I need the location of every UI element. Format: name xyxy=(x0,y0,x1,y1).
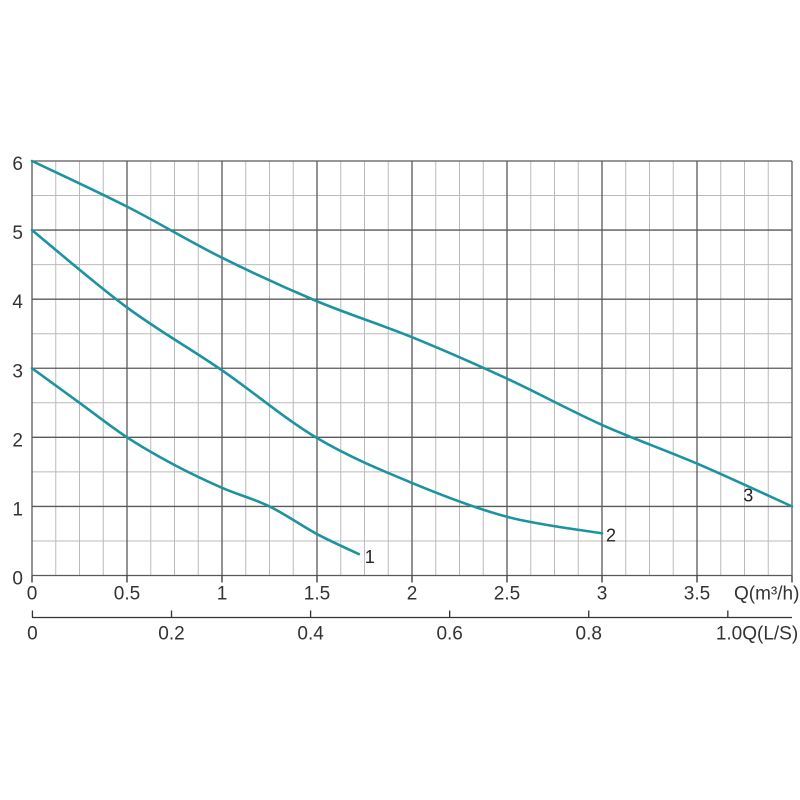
svg-text:0.5: 0.5 xyxy=(114,584,140,605)
svg-text:3: 3 xyxy=(12,361,23,382)
svg-text:6: 6 xyxy=(12,154,23,175)
svg-text:0.8: 0.8 xyxy=(576,624,602,645)
svg-text:1: 1 xyxy=(12,499,23,520)
svg-text:0.4: 0.4 xyxy=(297,624,324,645)
svg-text:0: 0 xyxy=(12,569,23,590)
svg-text:1: 1 xyxy=(217,584,228,605)
svg-text:1: 1 xyxy=(365,547,375,567)
svg-text:2: 2 xyxy=(407,584,418,605)
svg-text:0.2: 0.2 xyxy=(158,624,184,645)
svg-text:0: 0 xyxy=(27,584,38,605)
svg-text:0: 0 xyxy=(27,624,38,645)
svg-text:1.5: 1.5 xyxy=(304,584,330,605)
svg-text:3: 3 xyxy=(743,486,753,506)
svg-text:2.5: 2.5 xyxy=(494,584,520,605)
svg-text:0.6: 0.6 xyxy=(436,624,462,645)
svg-text:4: 4 xyxy=(12,292,23,313)
svg-text:3.5: 3.5 xyxy=(684,584,710,605)
svg-text:2: 2 xyxy=(606,525,616,545)
svg-text:2: 2 xyxy=(12,430,23,451)
svg-text:5: 5 xyxy=(12,223,23,244)
svg-text:Q(m³/h): Q(m³/h) xyxy=(734,584,799,605)
svg-text:3: 3 xyxy=(597,584,608,605)
svg-text:1.0Q(L/S): 1.0Q(L/S) xyxy=(716,624,798,645)
